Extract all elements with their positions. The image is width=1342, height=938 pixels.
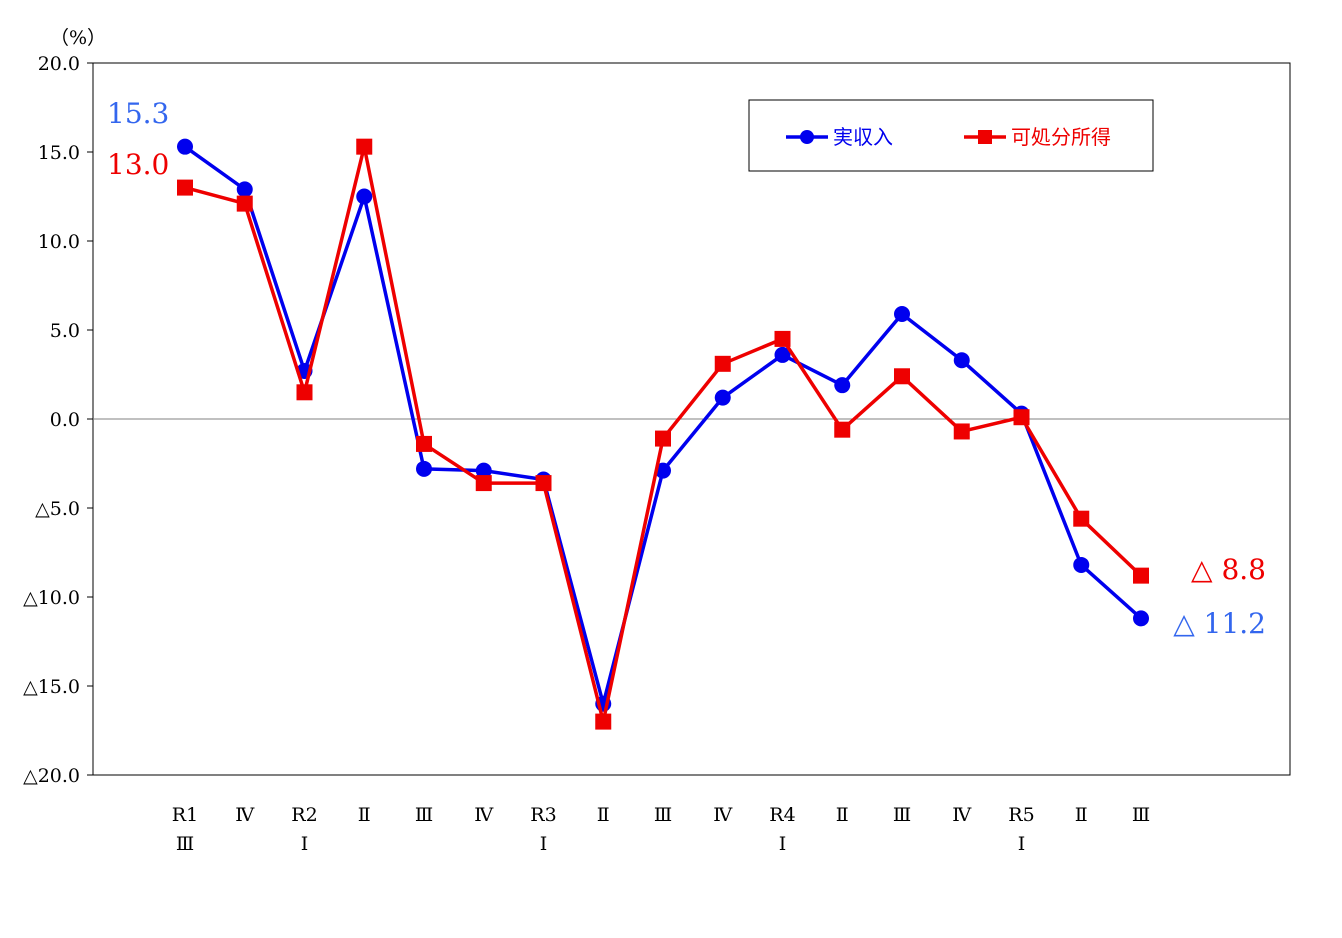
data-point-series-1 (714, 389, 731, 406)
y-tick-label: △20.0 (23, 765, 80, 787)
y-tick-label: 5.0 (50, 320, 80, 342)
x-tick-label: Ⅳ (713, 804, 733, 826)
data-point-series-2 (177, 179, 193, 196)
data-point-series-1 (236, 181, 253, 198)
data-point-series-1 (416, 460, 432, 477)
x-tick-label: R5 (1008, 804, 1034, 826)
y-tick-label: △5.0 (35, 498, 80, 520)
data-point-series-1 (655, 462, 671, 479)
x-tick-label: Ⅲ (654, 804, 672, 826)
data-label-annotation: △ 11.2 (1173, 607, 1266, 640)
data-point-series-1 (356, 188, 373, 205)
x-tick-label: R4 (769, 804, 795, 826)
x-tick-label-sub: Ⅲ (176, 833, 194, 855)
y-tick-label: 15.0 (38, 142, 80, 164)
data-point-series-1 (177, 138, 193, 155)
x-tick-label: Ⅱ (1075, 804, 1088, 826)
data-point-series-2 (296, 384, 313, 401)
data-point-series-2 (236, 195, 253, 212)
series-line-1 (183, 145, 1143, 706)
data-point-series-2 (834, 421, 851, 438)
y-tick-label: 0.0 (50, 409, 80, 431)
x-tick-label: Ⅳ (474, 804, 494, 826)
x-tick-label: Ⅲ (1132, 804, 1150, 826)
data-point-series-2 (535, 475, 552, 492)
data-point-series-1 (1073, 556, 1090, 573)
data-point-series-2 (655, 430, 671, 447)
x-tick-label: R1 (172, 804, 198, 826)
y-tick-label: 20.0 (38, 53, 80, 75)
legend: 実収入 可処分所得 (748, 99, 1154, 172)
x-tick-label: Ⅱ (836, 804, 849, 826)
legend-marker-circle (800, 130, 814, 144)
x-tick-label-sub: Ⅰ (540, 833, 548, 855)
data-label-annotation: △ 8.8 (1191, 553, 1266, 586)
annotation-layer: 15.3 13.0 △ 8.8 △ 11.2 (107, 97, 1266, 640)
x-axis-ticks: R1 Ⅲ Ⅳ R2 Ⅰ Ⅱ Ⅲ Ⅳ R3 Ⅰ Ⅱ Ⅲ Ⅳ R4 Ⅰ Ⅱ Ⅲ Ⅳ R5 Ⅰ Ⅱ Ⅲ (172, 804, 1150, 855)
x-tick-label: Ⅳ (235, 804, 255, 826)
legend-label-series-2: 可処分所得 (1011, 125, 1111, 149)
x-tick-label-sub: Ⅰ (1018, 833, 1026, 855)
data-point-series-2 (1073, 510, 1090, 527)
data-point-series-2 (1013, 409, 1030, 426)
legend-marker-square (978, 130, 992, 144)
y-unit-label: （%） (50, 27, 106, 49)
data-point-series-2 (894, 368, 910, 385)
data-point-series-1 (475, 462, 492, 479)
x-tick-label: R2 (291, 804, 317, 826)
y-axis-ticks: 20.0 15.0 10.0 5.0 0.0 △5.0 △10.0 △15.0 △20.0 (23, 53, 93, 787)
x-tick-label-sub: Ⅰ (779, 833, 787, 855)
data-point-series-2 (475, 475, 492, 492)
legend-label-series-1: 実収入 (833, 125, 893, 149)
series-layer (177, 138, 1149, 730)
y-tick-label: △10.0 (23, 587, 80, 609)
x-tick-label: Ⅳ (952, 804, 972, 826)
data-point-series-1 (894, 305, 910, 322)
x-tick-label: R3 (530, 804, 556, 826)
x-tick-label-sub: Ⅰ (301, 833, 309, 855)
data-point-series-2 (416, 435, 432, 452)
x-tick-label: Ⅱ (597, 804, 610, 826)
data-point-series-1 (774, 346, 791, 363)
data-label-annotation: 15.3 (107, 97, 169, 130)
x-tick-label: Ⅲ (893, 804, 911, 826)
y-tick-label: 10.0 (38, 231, 80, 253)
data-point-series-2 (1133, 567, 1149, 584)
data-point-series-2 (714, 355, 731, 372)
data-point-series-1 (834, 377, 851, 394)
data-point-series-2 (595, 713, 612, 730)
data-point-series-1 (1133, 610, 1149, 627)
data-point-series-2 (953, 423, 970, 440)
data-point-series-2 (356, 138, 373, 155)
x-tick-label: Ⅱ (358, 804, 371, 826)
y-tick-label: △15.0 (23, 676, 80, 698)
data-label-annotation: 13.0 (107, 148, 169, 181)
x-tick-label: Ⅲ (415, 804, 433, 826)
data-point-series-2 (774, 330, 791, 347)
data-point-series-1 (953, 352, 970, 369)
